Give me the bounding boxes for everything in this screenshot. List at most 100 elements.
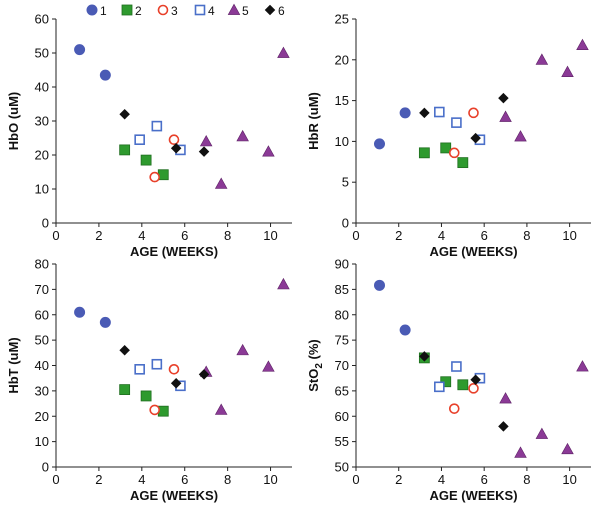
x-tick-label: 8 <box>523 472 530 487</box>
legend: 1 2 3 4 5 6 <box>86 3 285 18</box>
x-tick-label: 8 <box>523 228 530 243</box>
data-point-series-1 <box>374 279 385 291</box>
data-point-series-1 <box>74 306 86 318</box>
data-point-series-2 <box>457 157 469 169</box>
y-axis-title: HbO (uM) <box>6 92 21 150</box>
legend-label-1: 1 <box>100 4 107 18</box>
y-tick-label: 40 <box>35 80 49 95</box>
data-point-series-2 <box>418 147 430 159</box>
legend-marker-2 <box>121 4 133 16</box>
x-tick-label: 0 <box>352 472 359 487</box>
x-tick-label: 6 <box>481 472 488 487</box>
data-point-series-5 <box>277 277 290 290</box>
x-tick-label: 10 <box>263 472 277 487</box>
data-point-series-4 <box>434 106 445 118</box>
data-point-series-4 <box>434 381 445 393</box>
data-point-series-6 <box>498 92 509 104</box>
y-tick-label: 10 <box>35 434 49 449</box>
y-tick-label: 30 <box>35 383 49 398</box>
data-point-series-3 <box>168 364 180 375</box>
data-point-series-5 <box>561 65 574 77</box>
data-point-series-5 <box>514 446 527 458</box>
legend-marker-6 <box>264 4 276 16</box>
data-point-series-5 <box>535 427 549 439</box>
x-axis-title: AGE (WEEKS) <box>130 244 218 259</box>
data-point-series-5 <box>561 442 574 455</box>
data-point-series-4 <box>451 361 462 372</box>
x-axis-title: AGE (WEEKS) <box>429 244 517 259</box>
data-point-series-1 <box>99 316 111 328</box>
data-point-series-5 <box>214 403 228 415</box>
legend-marker-1 <box>86 4 98 16</box>
x-tick-label: 2 <box>95 228 102 243</box>
legend-marker-5 <box>227 3 241 15</box>
data-point-series-5 <box>576 38 589 51</box>
data-point-series-1 <box>74 44 86 56</box>
y-tick-label: 70 <box>335 358 349 373</box>
x-tick-label: 10 <box>562 228 576 243</box>
x-tick-label: 8 <box>224 472 231 487</box>
data-point-series-5 <box>236 343 249 356</box>
x-tick-label: 10 <box>562 472 576 487</box>
data-point-series-6 <box>170 378 182 389</box>
data-point-series-6 <box>119 345 130 356</box>
x-tick-label: 2 <box>395 472 402 487</box>
data-point-series-6 <box>198 369 210 380</box>
data-point-series-1 <box>99 69 111 81</box>
x-tick-label: 6 <box>181 228 188 243</box>
x-tick-label: 4 <box>138 472 145 487</box>
data-point-series-3 <box>468 107 479 119</box>
y-axis-title: HbR (uM) <box>306 92 321 150</box>
data-point-series-5 <box>236 129 249 142</box>
y-tick-label: 5 <box>342 175 349 190</box>
x-tick-label: 4 <box>438 228 445 243</box>
data-point-series-3 <box>448 403 460 414</box>
x-axis-title: AGE (WEEKS) <box>429 488 517 503</box>
legend-label-4: 4 <box>208 4 215 18</box>
y-tick-label: 90 <box>335 257 349 272</box>
data-point-series-6 <box>470 374 481 385</box>
y-tick-label: 65 <box>335 383 349 398</box>
y-tick-label: 0 <box>342 216 349 231</box>
data-point-series-3 <box>149 404 160 416</box>
y-axis-title: HbT (uM) <box>6 337 21 393</box>
y-tick-label: 20 <box>35 409 49 424</box>
data-point-series-5 <box>499 392 512 404</box>
sto2-panel: 50 55 60 65 70 75 80 85 90 0 2 4 6 8 10 AGE (WEEKS) StO2… <box>306 257 591 503</box>
y-tick-label: 80 <box>35 257 49 272</box>
data-point-series-5 <box>535 53 549 65</box>
data-point-series-3 <box>468 383 479 394</box>
y-tick-label: 20 <box>35 148 49 163</box>
legend-label-2: 2 <box>135 4 142 18</box>
x-tick-label: 2 <box>95 472 102 487</box>
y-tick-label: 80 <box>335 307 349 322</box>
x-tick-label: 0 <box>352 228 359 243</box>
y-tick-label: 0 <box>42 460 49 475</box>
data-point-series-3 <box>168 134 180 145</box>
y-axis-title: StO2 (%) <box>306 339 325 392</box>
data-point-series-6 <box>470 132 481 144</box>
hbr-panel: 0 5 10 15 20 25 0 2 4 6 8 10 AGE (WEEKS) HbR (uM) <box>306 12 591 259</box>
data-point-series-6 <box>170 142 182 154</box>
data-point-series-1 <box>399 324 411 336</box>
y-tick-label: 85 <box>335 282 349 297</box>
y-tick-label: 55 <box>335 434 349 449</box>
y-tick-label: 60 <box>35 307 49 322</box>
y-tick-label: 50 <box>35 46 49 61</box>
data-point-series-5 <box>514 130 527 142</box>
y-tick-label: 25 <box>335 12 349 27</box>
y-tick-label: 30 <box>35 114 49 129</box>
data-point-series-4 <box>451 117 462 128</box>
y-tick-label: 40 <box>35 358 49 373</box>
data-point-series-5 <box>277 46 290 58</box>
data-point-series-6 <box>419 107 430 119</box>
y-tick-label: 50 <box>335 460 349 475</box>
y-tick-label: 60 <box>35 12 49 27</box>
y-tick-label: 60 <box>335 409 349 424</box>
y-tick-label: 10 <box>335 134 349 149</box>
data-point-series-5 <box>262 360 275 372</box>
legend-label-3: 3 <box>171 4 178 18</box>
data-point-series-5 <box>262 145 275 157</box>
data-point-series-2 <box>140 390 152 402</box>
